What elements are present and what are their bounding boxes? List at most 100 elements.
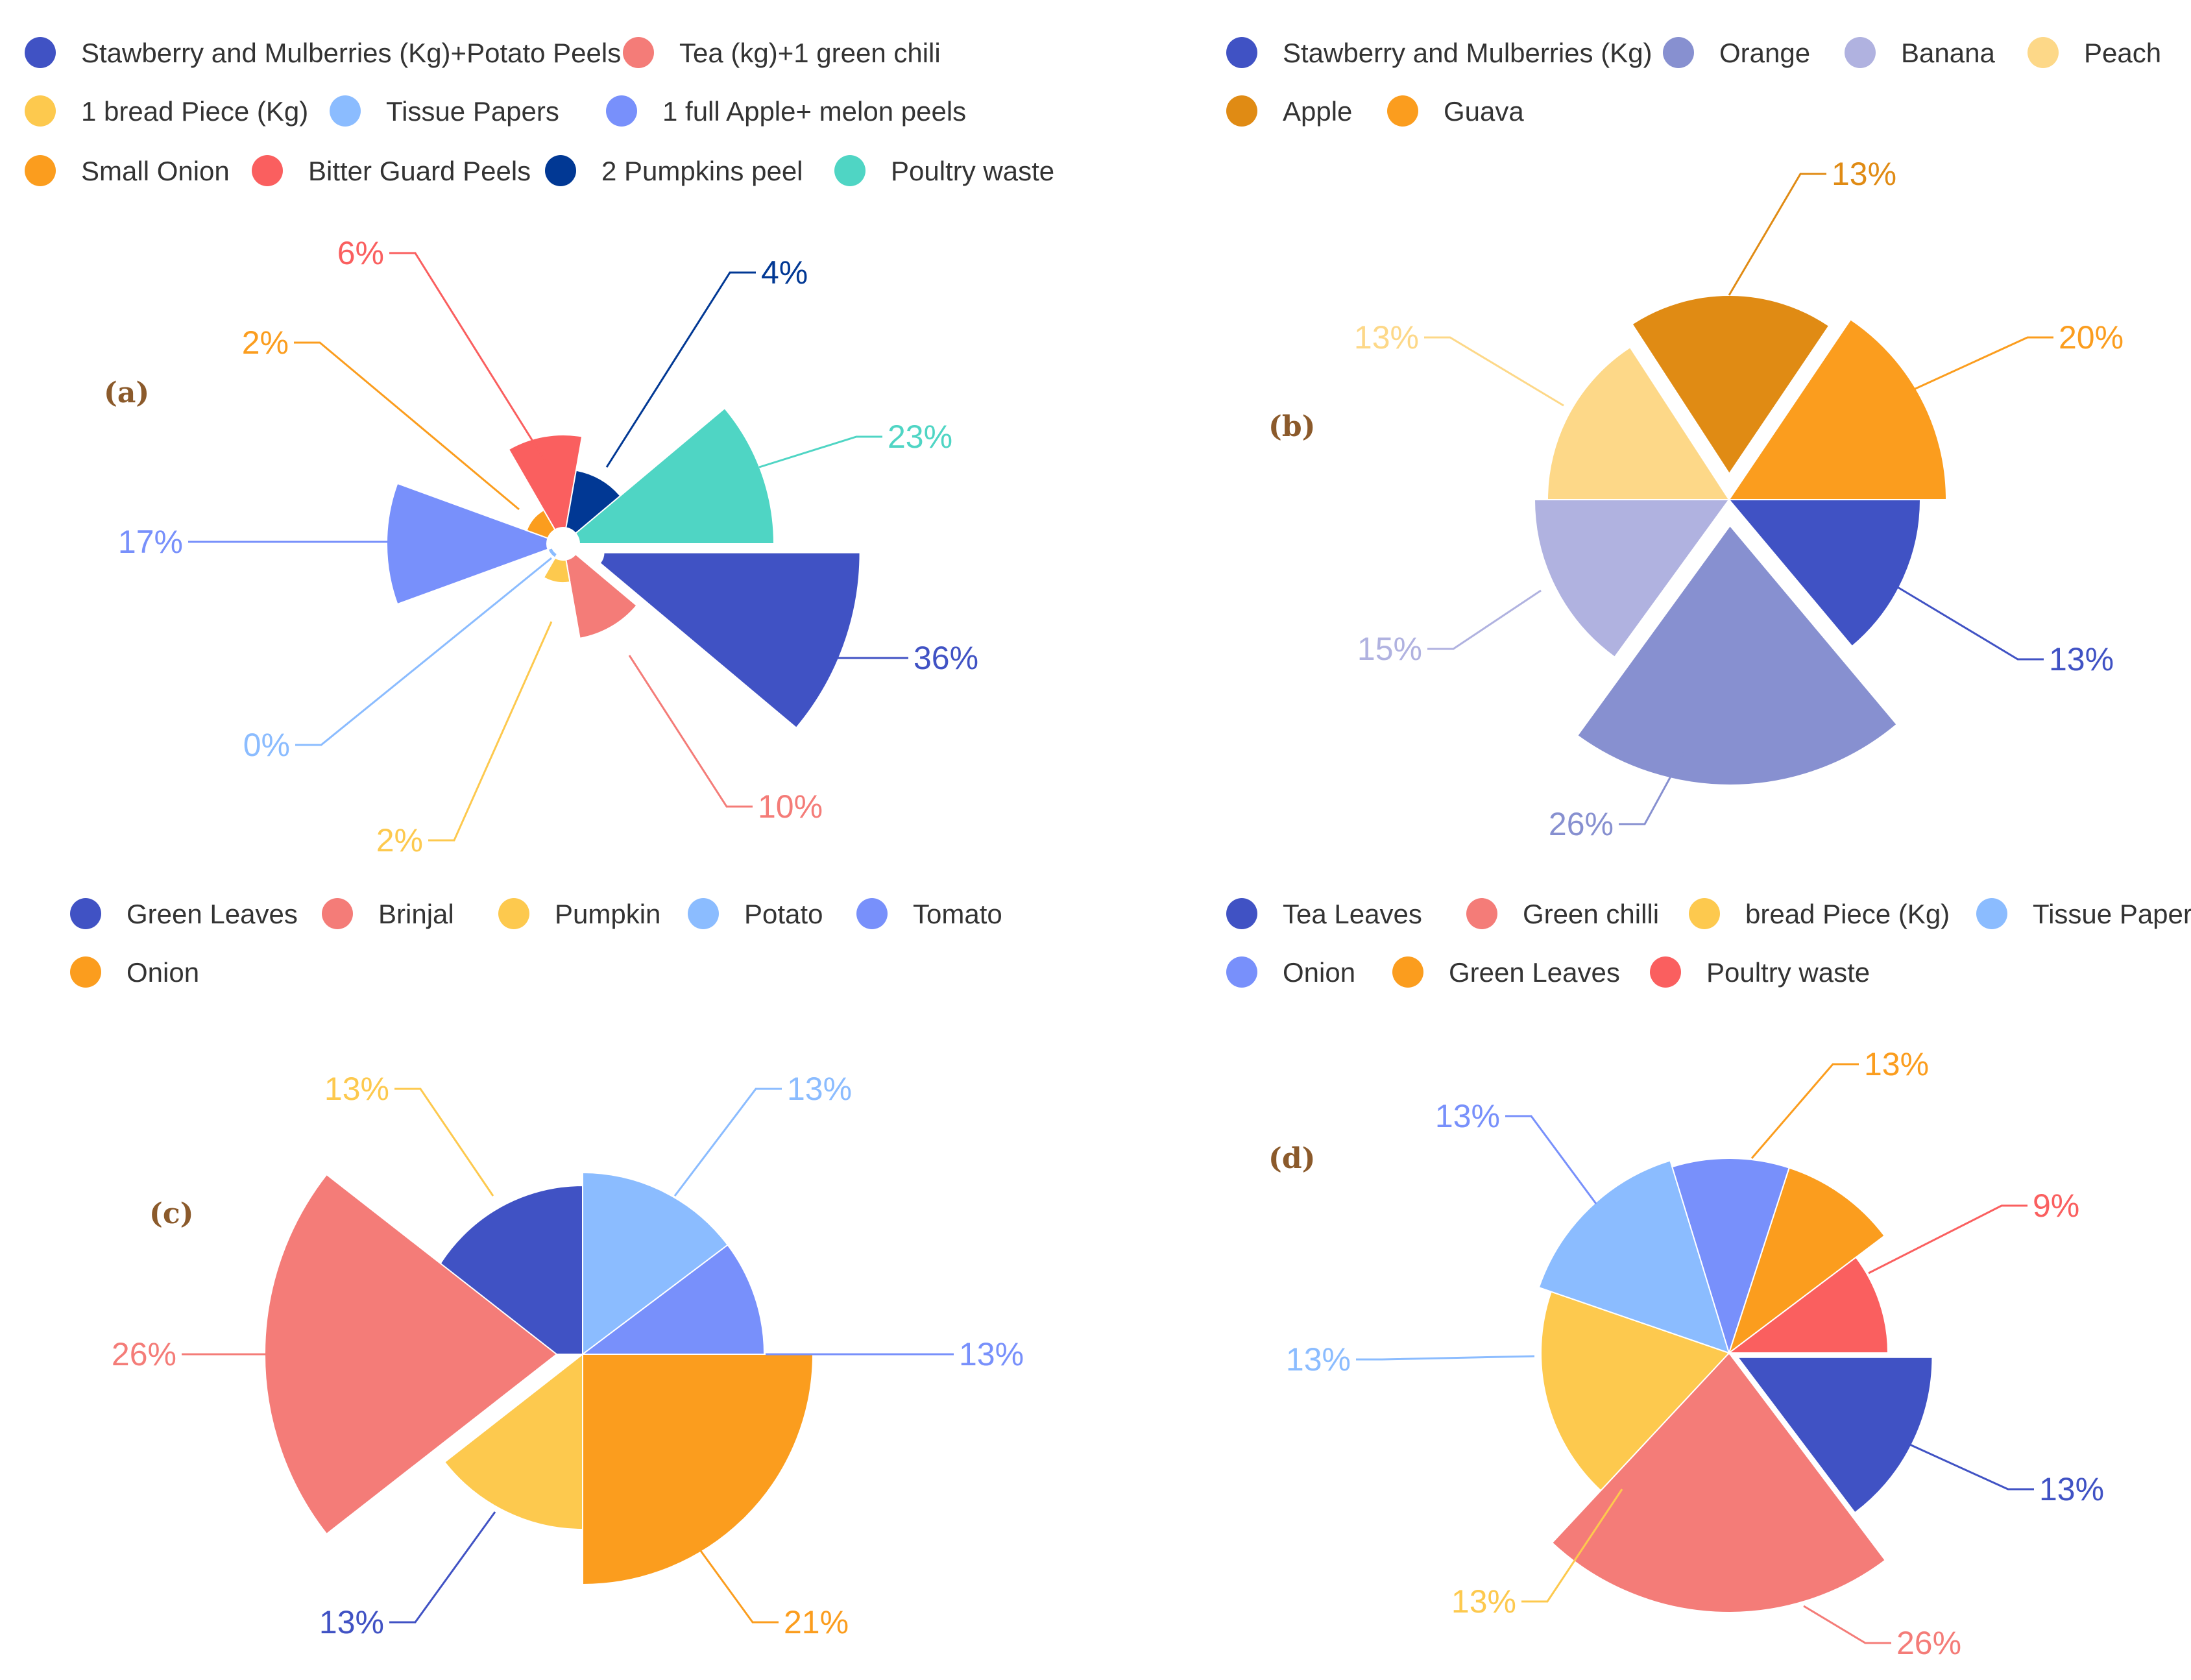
pct-label-peach: 13%	[1354, 319, 1419, 356]
legend-marker	[545, 155, 576, 186]
legend-marker	[25, 95, 56, 127]
legend-marker	[70, 956, 101, 988]
legend-marker	[1226, 95, 1257, 127]
pct-label-orange: 26%	[1549, 806, 1614, 842]
chart-panel-c: Green Leaves Brinjal Pumpkin Potato Tomato On…	[70, 898, 1024, 1640]
slice-tea-leaves[interactable]	[1736, 1356, 1933, 1514]
slice-orange[interactable]	[1576, 524, 1898, 786]
pct-label-poultry-waste: 23%	[888, 419, 952, 455]
slice-banana[interactable]	[1533, 499, 1730, 659]
legend-label: Green Leaves	[1449, 957, 1620, 988]
legend-item-green-leaves[interactable]: Green Leaves	[1392, 956, 1620, 988]
slice-tissue-papers[interactable]	[1538, 1160, 1730, 1354]
legend-item-green-chilli[interactable]: Green chilli	[1466, 898, 1659, 929]
callout-line-potato	[673, 1088, 782, 1197]
legend-c: Green Leaves Brinjal Pumpkin Potato Tomato On…	[70, 898, 1002, 988]
slice-guava[interactable]	[1728, 318, 1948, 500]
legend-item-poultry-waste[interactable]: Poultry waste	[834, 155, 1054, 186]
slice-onion[interactable]	[582, 1354, 814, 1586]
legend-marker	[688, 898, 719, 929]
legend-label: Banana	[1901, 38, 1995, 68]
legend-item-tomato[interactable]: Tomato	[856, 898, 1002, 929]
legend-marker	[498, 898, 529, 929]
callout-line-tissue-papers	[295, 557, 552, 746]
legend-item-potato[interactable]: Potato	[688, 898, 823, 929]
legend-marker	[252, 155, 283, 186]
legend-item-1-full-apple-melon-peels[interactable]: 1 full Apple+ melon peels	[606, 95, 966, 127]
slice-poultry-waste[interactable]	[574, 407, 775, 544]
legend-item-pumpkin[interactable]: Pumpkin	[498, 898, 660, 929]
legend-label: Tea (kg)+1 green chili	[679, 38, 941, 68]
legend-item-bread-piece-kg[interactable]: bread Piece (Kg)	[1689, 898, 1950, 929]
panel-label-c: (c)	[149, 1197, 193, 1230]
slice-stawberry-and-mulberries-kg-potato-peels[interactable]	[599, 552, 861, 729]
legend-label: Pumpkin	[555, 899, 660, 929]
callout-line-apple	[1728, 173, 1826, 296]
legend-item-bitter-guard-peels[interactable]: Bitter Guard Peels	[252, 155, 531, 186]
callouts-a: 36% 10% 2% 0% 17% 2% 6% 4% 23%	[118, 235, 978, 858]
slice-1-bread-piece-kg[interactable]	[542, 557, 571, 583]
slice-onion[interactable]	[1671, 1158, 1790, 1356]
pct-label-apple: 13%	[1832, 156, 1896, 192]
legend-item-peach[interactable]: Peach	[2028, 37, 2161, 68]
callouts-c: 13% 13% 21% 13% 26% 13%	[112, 1071, 1024, 1640]
legend-label: Stawberry and Mulberries (Kg)	[1283, 38, 1652, 68]
legend-item-poultry-waste[interactable]: Poultry waste	[1650, 956, 1870, 988]
slice-tissue-papers[interactable]	[547, 546, 559, 559]
legend-item-green-leaves[interactable]: Green Leaves	[70, 898, 298, 929]
slice-bread-piece-kg[interactable]	[1540, 1291, 1730, 1492]
legend-marker	[1466, 898, 1497, 929]
legend-item-tea-leaves[interactable]: Tea Leaves	[1226, 898, 1422, 929]
pct-label-green-chilli: 26%	[1896, 1625, 1961, 1661]
slice-tea-kg-1-green-chili[interactable]	[565, 553, 638, 639]
legend-marker	[1226, 898, 1257, 929]
pct-label-1-bread-piece-kg: 2%	[376, 822, 423, 858]
legend-label: Peach	[2084, 38, 2161, 68]
legend-item-tissue-papers[interactable]: Tissue Papers	[1976, 898, 2191, 929]
callout-line-onion	[699, 1550, 779, 1624]
callout-line-1-bread-piece-kg	[428, 621, 553, 842]
legend-item-brinjal[interactable]: Brinjal	[322, 898, 454, 929]
legend-marker	[1226, 37, 1257, 68]
legend-item-tissue-papers[interactable]: Tissue Papers	[330, 95, 559, 127]
legend-item-tea-kg-1-green-chili[interactable]: Tea (kg)+1 green chili	[623, 37, 941, 68]
legend-marker	[1976, 898, 2007, 929]
legend-item-onion[interactable]: Onion	[1226, 956, 1355, 988]
slice-peach[interactable]	[1546, 346, 1730, 500]
pct-label-pumpkin: 13%	[324, 1071, 389, 1107]
legend-item-stawberry-and-mulberries-kg-potato-peels[interactable]: Stawberry and Mulberries (Kg)+Potato Pee…	[25, 37, 621, 68]
pct-label-bitter-guard-peels: 6%	[337, 235, 384, 271]
legend-label: bread Piece (Kg)	[1745, 899, 1950, 929]
slice-apple[interactable]	[1631, 295, 1830, 475]
slice-tomato[interactable]	[581, 1244, 766, 1355]
slice-green-chilli[interactable]	[1551, 1352, 1887, 1613]
legend-item-guava[interactable]: Guava	[1387, 95, 1524, 127]
callout-line-bread-piece-kg	[1521, 1489, 1623, 1603]
slice-potato[interactable]	[582, 1171, 729, 1356]
legend-label: Poultry waste	[1706, 957, 1870, 988]
legend-marker	[25, 155, 56, 186]
slice-pumpkin[interactable]	[443, 1352, 583, 1531]
slice-1-full-apple-melon-peels[interactable]	[386, 482, 549, 605]
legend-label: Potato	[744, 899, 823, 929]
pct-label-small-onion: 2%	[242, 324, 289, 361]
pct-label-tomato: 13%	[959, 1336, 1024, 1372]
legend-label: Tea Leaves	[1283, 899, 1422, 929]
slice-poultry-waste[interactable]	[1727, 1256, 1889, 1354]
legend-marker	[1845, 37, 1876, 68]
callout-line-onion	[1505, 1115, 1597, 1204]
legend-item-banana[interactable]: Banana	[1845, 37, 1995, 68]
slice-stawberry-and-mulberries-kg[interactable]	[1727, 499, 1922, 648]
legend-item-small-onion[interactable]: Small Onion	[25, 155, 230, 186]
legend-marker	[1387, 95, 1418, 127]
legend-item-2-pumpkins-peel[interactable]: 2 Pumpkins peel	[545, 155, 803, 186]
legend-item-orange[interactable]: Orange	[1663, 37, 1810, 68]
legend-item-apple[interactable]: Apple	[1226, 95, 1352, 127]
slice-green-leaves[interactable]	[1728, 1167, 1885, 1355]
legend-item-stawberry-and-mulberries-kg[interactable]: Stawberry and Mulberries (Kg)	[1226, 37, 1652, 68]
legend-item-1-bread-piece-kg[interactable]: 1 bread Piece (Kg)	[25, 95, 308, 127]
slice-2-pumpkins-peel[interactable]	[565, 469, 622, 535]
legend-item-onion[interactable]: Onion	[70, 956, 199, 988]
slice-bitter-guard-peels[interactable]	[507, 434, 583, 531]
callout-line-pumpkin	[394, 1088, 494, 1197]
